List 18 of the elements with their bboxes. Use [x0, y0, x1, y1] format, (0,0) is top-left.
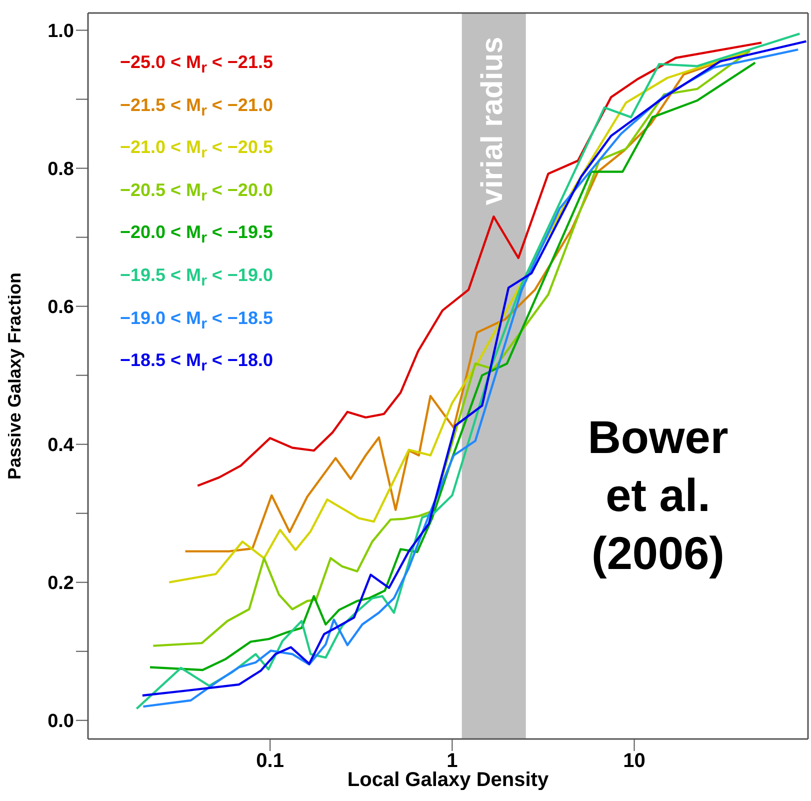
text: −18.5 < M$_{r}$ < −18.0 — [120, 349, 273, 377]
y-tick-label: 0.0 — [48, 711, 74, 732]
band-label: virial radius — [476, 36, 509, 206]
x-tick-label: 0.1 — [256, 750, 284, 772]
y-tick-label: 0.4 — [48, 435, 74, 456]
y-tick-label: 0.2 — [48, 573, 74, 594]
text: −25.0 < M$_{r}$ < −21.5 — [120, 51, 273, 79]
annotation: Bower et al. (2006) — [586, 410, 730, 581]
y-tick-label: 0.8 — [48, 159, 74, 180]
y-tick-label: 1.0 — [48, 21, 74, 42]
x-tick-label: 10 — [623, 750, 646, 772]
text: −20.5 < M$_{r}$ < −20.0 — [120, 178, 273, 206]
text: −19.5 < M$_{r}$ < −19.0 — [120, 264, 273, 292]
text: −19.0 < M$_{r}$ < −18.5 — [120, 306, 273, 334]
y-tick-label: 0.6 — [48, 297, 74, 318]
text: −20.0 < M$_{r}$ < −19.5 — [120, 221, 273, 249]
text: −21.5 < M$_{r}$ < −21.0 — [120, 94, 273, 122]
text: −21.0 < M$_{r}$ < −20.5 — [120, 136, 273, 164]
